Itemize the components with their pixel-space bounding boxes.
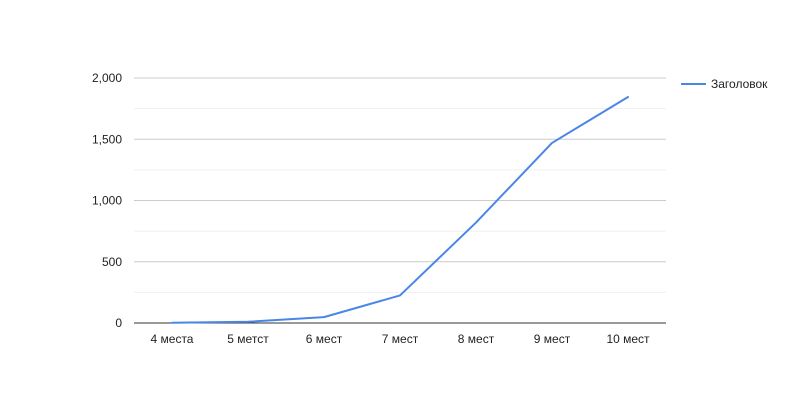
x-tick-label: 8 мест: [458, 332, 495, 346]
tick-labels: 0 500 1,000 1,500 2,000 4 места 5 метст 6 мест 7…: [92, 71, 650, 346]
legend: Заголовок: [681, 77, 768, 91]
x-tick-label: 10 мест: [606, 332, 650, 346]
x-tick-label: 9 мест: [534, 332, 571, 346]
legend-label: Заголовок: [711, 77, 768, 91]
series-line: [171, 95, 629, 324]
x-tick-label: 4 места: [151, 332, 194, 346]
y-tick-label: 0: [115, 316, 122, 330]
series-lines: [171, 95, 629, 324]
x-tick-label: 5 метст: [227, 332, 269, 346]
x-tick-label: 7 мест: [382, 332, 419, 346]
x-tick-label: 6 мест: [306, 332, 343, 346]
y-tick-label: 2,000: [92, 71, 122, 85]
y-tick-label: 500: [102, 255, 122, 269]
y-tick-label: 1,000: [92, 194, 122, 208]
y-tick-label: 1,500: [92, 132, 122, 146]
grid-lines: [134, 77, 666, 293]
